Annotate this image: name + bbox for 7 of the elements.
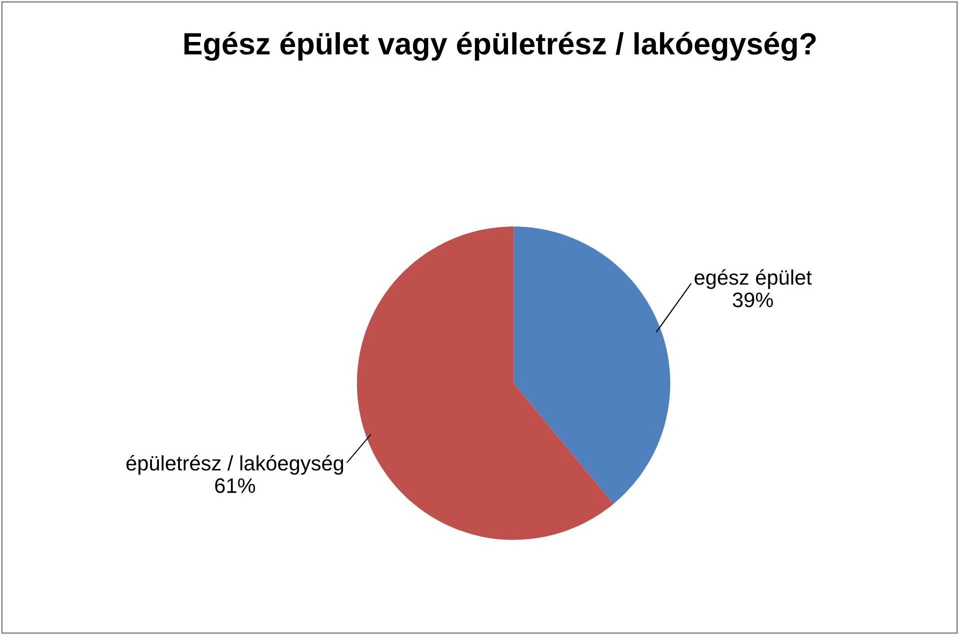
slice-label: egész épület [694, 269, 812, 289]
chart-title: Egész épület vagy épületrész / lakóegység? [184, 32, 816, 61]
slice-label: épületrész / lakóegység [126, 455, 344, 475]
data-label: 61% [215, 478, 256, 494]
data-label: 39% [732, 292, 773, 308]
pie-slice [514, 226, 670, 504]
pie-slice [356, 226, 614, 540]
